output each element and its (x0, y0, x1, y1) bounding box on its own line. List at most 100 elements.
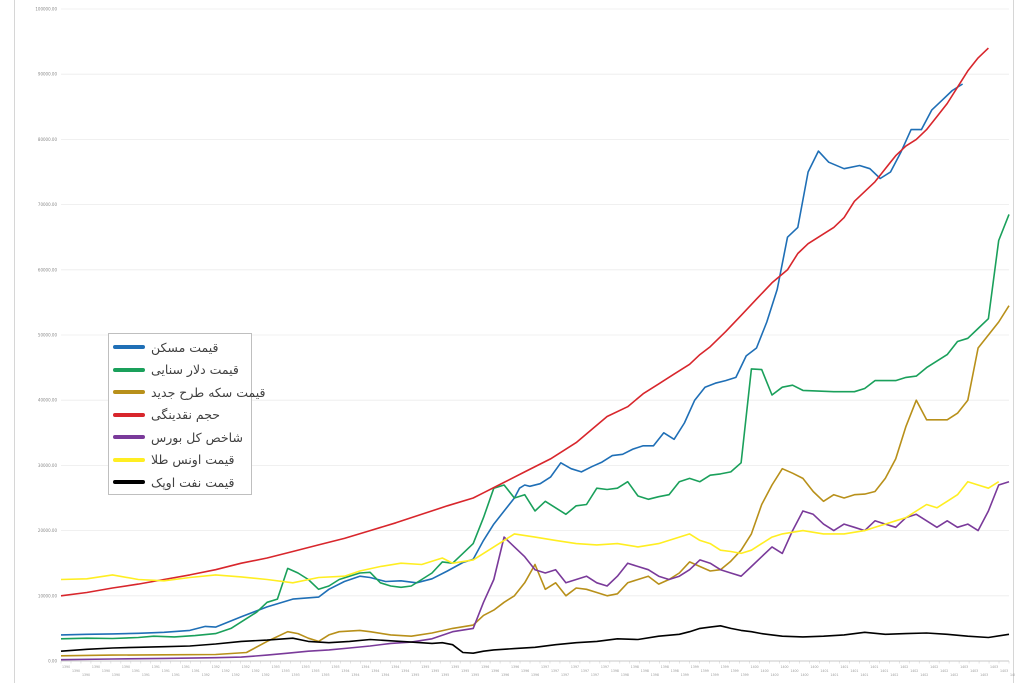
series-line-opec-oil (60, 624, 1010, 655)
x-tick-label: 1399 (691, 665, 699, 669)
y-tick-label: 30000.00 (38, 463, 58, 468)
y-tick-label: 20000.00 (38, 528, 58, 533)
x-tick-label: 1398 (621, 673, 629, 677)
legend-label-liquidity: حجم نقدینگی (151, 407, 221, 423)
x-tick-label: 1393 (272, 665, 280, 669)
y-tick-label: 10000.00 (38, 593, 58, 598)
x-tick-label: 1393 (331, 665, 339, 669)
x-axis: 1390139013901390139013901390139113911391… (60, 660, 1015, 677)
x-tick-label: 1398 (671, 669, 679, 673)
legend-item-opec-oil: قیمت نفت اوپک (113, 471, 247, 494)
x-tick-label: 1395 (471, 673, 479, 677)
chart-frame: 0.00 10000.00 20000.00 30000.00 40000.00 5000… (14, 0, 1015, 683)
legend-item-stock-index: شاخص کل بورس (113, 426, 247, 449)
x-tick-label: 1395 (451, 665, 459, 669)
y-tick-label: 60000.00 (38, 267, 58, 272)
x-tick-label: 1390 (82, 673, 90, 677)
x-tick-label: 1391 (172, 673, 180, 677)
legend-item-coin: قیمت سکه طرح جدید (113, 381, 266, 404)
legend-item-liquidity: حجم نقدینگی (113, 404, 247, 427)
x-tick-label: 1403 (990, 665, 998, 669)
x-tick-label: 1394 (381, 673, 389, 677)
x-tick-label: 1403 (960, 665, 968, 669)
x-tick-label: 1390 (72, 669, 80, 673)
x-tick-label: 1391 (152, 665, 160, 669)
grid-lines: 0.00 10000.00 20000.00 30000.00 40000.00 5000… (35, 7, 1009, 664)
x-tick-label: 1392 (242, 665, 250, 669)
legend-label-opec-oil: قیمت نفت اوپک (151, 474, 235, 490)
series-line-housing (60, 83, 964, 636)
x-tick-label: 1391 (142, 673, 150, 677)
x-tick-label: 1391 (192, 669, 200, 673)
legend-label-coin: قیمت سکه طرح جدید (151, 384, 266, 400)
x-tick-label: 1402 (890, 673, 898, 677)
x-tick-label: 1399 (681, 673, 689, 677)
x-tick-label: 1402 (910, 669, 918, 673)
x-tick-label: 1393 (301, 665, 309, 669)
x-tick-label: 1400 (810, 665, 818, 669)
x-tick-label: 1395 (461, 669, 469, 673)
legend-item-dollar: قیمت دلار سنایی (113, 359, 247, 382)
x-tick-label: 1399 (741, 673, 749, 677)
x-tick-label: 1390 (92, 665, 100, 669)
x-tick-label: 1396 (511, 665, 519, 669)
legend-label-stock-index: شاخص کل بورس (151, 429, 243, 445)
x-tick-label: 1402 (900, 665, 908, 669)
x-tick-label: 1390 (102, 669, 110, 673)
x-tick-label: 1396 (491, 669, 499, 673)
x-tick-label: 1395 (431, 669, 439, 673)
x-tick-label: 1394 (391, 665, 399, 669)
x-tick-label: 1400 (761, 669, 769, 673)
x-tick-label: 1391 (162, 669, 170, 673)
legend-swatch-coin (113, 390, 145, 395)
series-line-coin (60, 305, 1010, 657)
x-tick-label: 1395 (441, 673, 449, 677)
legend-swatch-opec-oil (113, 480, 145, 485)
x-tick-label: 1398 (631, 665, 639, 669)
x-tick-label: 1401 (870, 665, 878, 669)
legend-label-dollar: قیمت دلار سنایی (151, 362, 239, 378)
series-line-liquidity (60, 47, 989, 597)
x-tick-label: 1398 (641, 669, 649, 673)
x-tick-label: 1402 (940, 669, 948, 673)
x-tick-label: 1400 (780, 665, 788, 669)
x-tick-label: 1394 (371, 669, 379, 673)
x-tick-label: 1393 (321, 673, 329, 677)
x-tick-label: 1401 (820, 669, 828, 673)
legend: قیمت مسکن قیمت دلار سنایی قیمت سکه طرح ج… (108, 333, 266, 495)
x-tick-label: 1398 (661, 665, 669, 669)
x-tick-label: 1397 (571, 665, 579, 669)
x-tick-label: 1403 (980, 673, 988, 677)
legend-item-housing: قیمت مسکن (113, 336, 247, 359)
chart-svg: 0.00 10000.00 20000.00 30000.00 40000.00 5000… (35, 7, 1015, 678)
legend-label-housing: قیمت مسکن (151, 339, 219, 355)
y-tick-label: 90000.00 (38, 72, 58, 77)
y-tick-label: 80000.00 (38, 137, 58, 142)
x-tick-label: 1397 (581, 669, 589, 673)
x-tick-label: 1397 (601, 665, 609, 669)
series-lines (60, 47, 1010, 661)
x-tick-label: 1400 (790, 669, 798, 673)
x-tick-label: 1392 (222, 669, 230, 673)
x-tick-label: 1397 (551, 669, 559, 673)
x-tick-label: 1391 (182, 665, 190, 669)
x-tick-label: 1402 (920, 673, 928, 677)
x-tick-label: 1392 (262, 673, 270, 677)
x-tick-label: 1393 (292, 673, 300, 677)
x-tick-label: 1397 (541, 665, 549, 669)
x-tick-label: 1393 (311, 669, 319, 673)
x-tick-label: 1403 (970, 669, 978, 673)
x-tick-label: 1390 (62, 665, 70, 669)
x-tick-label: 1396 (531, 673, 539, 677)
x-tick-label: 1395 (421, 665, 429, 669)
x-tick-label: 1392 (202, 673, 210, 677)
x-tick-label: 1398 (651, 673, 659, 677)
x-tick-label: 1402 (950, 673, 958, 677)
x-tick-label: 1399 (711, 673, 719, 677)
x-tick-label: 1394 (401, 669, 409, 673)
x-tick-label: 1400 (771, 673, 779, 677)
x-tick-label: 1391 (132, 669, 140, 673)
y-tick-label: 0.00 (48, 659, 57, 664)
x-tick-label: 1401 (880, 669, 888, 673)
x-tick-label: 1395 (411, 673, 419, 677)
